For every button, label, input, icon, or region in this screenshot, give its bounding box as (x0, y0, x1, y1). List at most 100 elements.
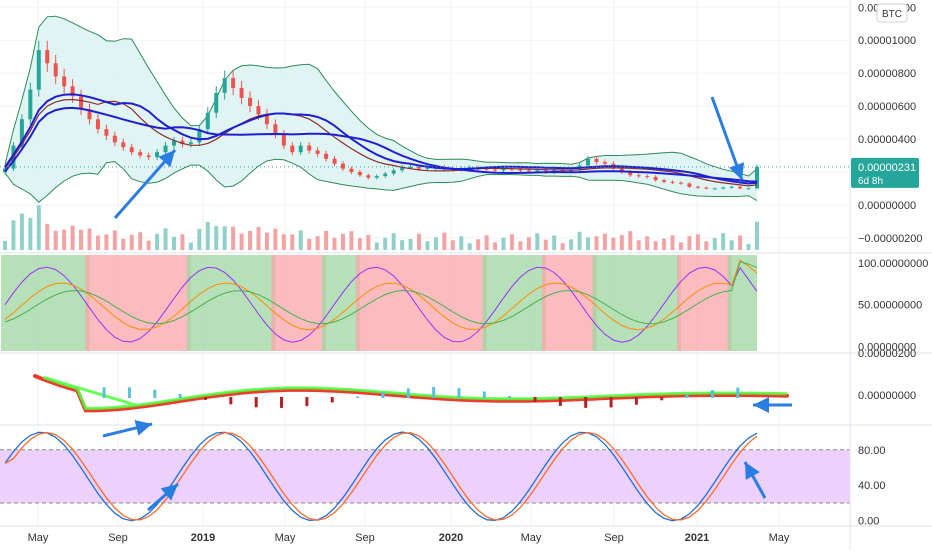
candle-body (53, 63, 58, 77)
oscillator-2-hist-bar (280, 397, 284, 408)
oscillator-2-hist-bar (634, 397, 638, 405)
oscillator-2-hist-bar (254, 397, 258, 408)
volume-bar (307, 238, 312, 250)
candle-body (281, 134, 286, 146)
volume-bar (450, 240, 455, 250)
arrow-head (134, 420, 152, 436)
volume-bar (214, 226, 219, 250)
stochastic-tick-label: 0.00 (858, 516, 879, 528)
price-tick-label: 0.00000800 (858, 68, 916, 80)
volume-bar (433, 237, 438, 250)
volume-bar (340, 233, 345, 250)
price-tick-label: −0.00000200 (858, 233, 923, 245)
candle-body (535, 170, 540, 172)
volume-bar (349, 231, 354, 250)
volume-bar (417, 233, 422, 250)
candle-body (315, 150, 320, 154)
volume-bar (36, 205, 41, 250)
time-axis-label: Sep (355, 532, 375, 544)
time-axis-label: May (28, 532, 49, 544)
bollinger-band-fill (5, 16, 757, 203)
oscillator-2-hist-bar (584, 397, 588, 408)
volume-bar (290, 234, 295, 250)
oscillator-fast-line (4, 266, 758, 343)
candle-body (645, 176, 650, 178)
oscillator-2-panel (33, 374, 789, 413)
volume-bar (577, 231, 582, 250)
volume-bar (28, 217, 33, 250)
volume-bar (586, 237, 591, 250)
volume-bar (695, 234, 700, 250)
time-axis-label: May (769, 532, 790, 544)
volume-bar (138, 232, 143, 250)
candle-body (70, 86, 75, 97)
arrow-stoch-left (147, 482, 179, 512)
oscillator-2-signal-line (33, 374, 789, 413)
arrow-head (753, 397, 769, 413)
arrow-stoch-right (743, 461, 767, 499)
oscillator-zone (186, 255, 276, 351)
time-axis[interactable]: May Sep 2019 May Sep 2020 May Sep 2021 May (28, 532, 790, 544)
oscillator-2-signal-bull (42, 375, 788, 410)
oscillator-zone (541, 255, 597, 351)
candle-body (425, 167, 430, 169)
volume-bar (239, 233, 244, 250)
symbol-badge[interactable]: BTC (876, 3, 908, 23)
bollinger-lower-line (4, 158, 758, 203)
candle-body (628, 171, 633, 176)
symbol-badge-bg[interactable] (876, 3, 908, 23)
candle-body (704, 187, 709, 189)
time-axis-label: 2021 (685, 532, 709, 544)
last-price-tag-bg (851, 157, 919, 188)
volume-bar (146, 240, 151, 250)
candle-body (205, 112, 210, 130)
volume-bar (501, 237, 506, 250)
stochastic-tick-label: 40.00 (858, 480, 886, 492)
oscillator-slow-line (4, 261, 758, 325)
stochastic-d-line (4, 431, 758, 521)
volume-bar (493, 242, 498, 250)
volume-bar (205, 222, 210, 250)
volume-bar (87, 228, 92, 250)
arrow-head (729, 162, 745, 180)
candle-body (214, 92, 219, 113)
candle-body (670, 181, 675, 183)
volume-bar (738, 235, 743, 250)
candle-body (231, 78, 236, 88)
volume-bar (129, 234, 134, 250)
candle-body (95, 119, 100, 130)
time-axis-label: May (275, 532, 296, 544)
volume-bar (248, 231, 253, 250)
volume-bar (324, 230, 329, 250)
candle-body (383, 173, 388, 177)
oscillator-2-hist-bar (229, 397, 233, 405)
oscillator-2-hist-bar (381, 391, 385, 398)
volume-bar (602, 233, 607, 250)
volume-bar (594, 236, 599, 250)
price-axis[interactable]: 0.000012000.000010000.000008000.00000600… (858, 2, 928, 527)
volume-bar (518, 241, 523, 250)
oscillator-2-hist-bar (432, 387, 436, 398)
candle-body (374, 176, 379, 178)
symbol-badge-label[interactable]: BTC (882, 9, 902, 20)
volume-bar (188, 242, 193, 250)
volume-bar (256, 227, 261, 250)
stochastic-panel (0, 431, 850, 522)
volume-bar (535, 233, 540, 250)
volume-bar (231, 226, 236, 250)
volume-bar (400, 240, 405, 250)
oscillator-2-hist-bar (710, 390, 714, 398)
volume-bar (62, 229, 67, 250)
oscillator-2-hist-bar (305, 397, 309, 407)
volume-bar (366, 234, 371, 250)
candle-body (112, 135, 117, 143)
candle-body (721, 187, 726, 189)
price-tick-label: 0.00001000 (858, 35, 916, 47)
candle-body (45, 50, 50, 64)
price-tick-label: 0.00000000 (858, 200, 916, 212)
oscillator-2-hist-bar (660, 397, 664, 401)
oscillator-1-tick-label: 0.00000000 (858, 341, 916, 353)
candle-body (155, 152, 160, 158)
volume-bar (425, 241, 430, 250)
